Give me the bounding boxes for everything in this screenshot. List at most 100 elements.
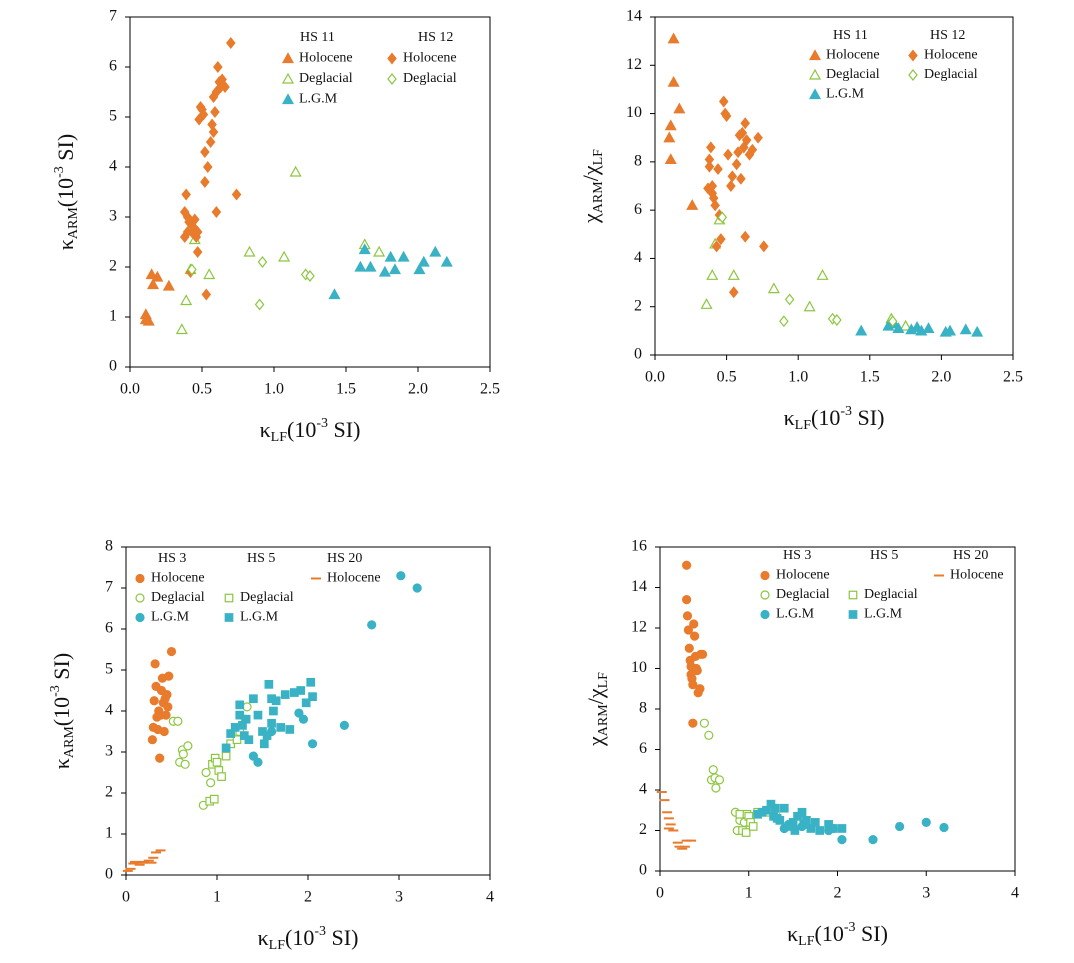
label-part: χ bbox=[583, 736, 608, 747]
axis-label: κLF(10-3 SI) bbox=[787, 920, 888, 949]
marker bbox=[803, 300, 816, 312]
legend-title: HS 3 bbox=[158, 551, 186, 566]
axis-label: κLF(10-3 SI) bbox=[258, 924, 359, 953]
y-tick-label: 14 bbox=[626, 8, 642, 25]
marker bbox=[183, 741, 193, 751]
marker bbox=[201, 288, 212, 301]
marker bbox=[717, 211, 728, 224]
marker bbox=[726, 180, 736, 192]
marker bbox=[728, 286, 739, 299]
x-tick-label: 2.5 bbox=[480, 381, 500, 398]
marker bbox=[217, 772, 226, 781]
marker bbox=[262, 731, 272, 740]
marker bbox=[243, 245, 256, 257]
x-tick-label: 2.0 bbox=[931, 369, 951, 386]
marker bbox=[259, 739, 269, 749]
marker bbox=[708, 765, 718, 775]
y-tick-label: 3 bbox=[109, 208, 117, 225]
legend-marker bbox=[908, 69, 918, 81]
marker bbox=[832, 314, 842, 326]
marker bbox=[367, 620, 377, 630]
y-tick-label: 4 bbox=[109, 158, 117, 175]
y-tick-label: 7 bbox=[109, 8, 117, 25]
marker bbox=[210, 106, 220, 118]
label-part: LF bbox=[795, 418, 812, 433]
marker bbox=[759, 240, 769, 253]
legend-title: HS 11 bbox=[300, 30, 335, 45]
marker bbox=[775, 816, 785, 825]
label-part: LF bbox=[269, 938, 286, 953]
marker bbox=[192, 246, 203, 258]
legend-label: L.G.M bbox=[299, 92, 338, 107]
y-tick-label: 0 bbox=[634, 346, 642, 363]
label-part: -3 bbox=[48, 685, 63, 697]
legend-marker bbox=[387, 52, 397, 65]
legend-label: Deglacial bbox=[864, 587, 918, 602]
y-tick-label: 8 bbox=[634, 153, 642, 170]
y-tick-label: 2 bbox=[109, 258, 117, 275]
x-tick-label: 0.0 bbox=[120, 381, 140, 398]
label-part: ARM bbox=[596, 704, 611, 736]
marker bbox=[271, 696, 281, 706]
label-part: SI) bbox=[852, 405, 884, 430]
marker bbox=[253, 710, 263, 720]
legend-label: Deglacial bbox=[826, 67, 880, 82]
marker bbox=[721, 110, 732, 122]
marker bbox=[663, 131, 676, 143]
marker bbox=[145, 268, 158, 280]
marker bbox=[699, 718, 709, 728]
marker bbox=[810, 818, 820, 827]
x-tick-label: 1.0 bbox=[264, 381, 284, 398]
label-part: κ bbox=[49, 758, 74, 769]
legend-marker bbox=[848, 590, 858, 600]
marker bbox=[257, 256, 268, 268]
label-part: -3 bbox=[844, 920, 856, 935]
marker bbox=[731, 158, 742, 171]
marker bbox=[892, 322, 905, 334]
marker bbox=[753, 131, 763, 144]
marker bbox=[704, 730, 714, 740]
marker bbox=[155, 753, 165, 763]
marker bbox=[220, 81, 230, 93]
marker bbox=[244, 735, 254, 745]
legend-marker bbox=[760, 570, 770, 581]
marker bbox=[378, 265, 391, 277]
legend-marker bbox=[808, 49, 822, 61]
legend-label: Deglacial bbox=[403, 71, 457, 86]
marker bbox=[735, 809, 745, 819]
marker bbox=[741, 134, 752, 147]
y-tick-label: 5 bbox=[105, 661, 113, 678]
marker bbox=[748, 822, 758, 831]
marker bbox=[837, 824, 847, 833]
legend-marker bbox=[224, 593, 234, 603]
marker bbox=[180, 759, 190, 769]
x-tick-label: 3 bbox=[922, 885, 930, 902]
label-part: κ bbox=[787, 921, 798, 946]
marker bbox=[733, 146, 743, 159]
marker bbox=[682, 560, 692, 570]
label-part: (10 bbox=[49, 697, 74, 726]
marker bbox=[714, 775, 725, 785]
marker bbox=[815, 826, 825, 835]
label-part: SI) bbox=[49, 653, 74, 685]
marker bbox=[242, 702, 252, 712]
marker bbox=[269, 706, 278, 716]
legend-title: HS 12 bbox=[930, 28, 965, 43]
x-tick-label: 1.0 bbox=[788, 369, 808, 386]
marker bbox=[178, 749, 188, 759]
legend-marker bbox=[848, 610, 858, 619]
y-tick-label: 6 bbox=[109, 58, 117, 75]
marker bbox=[771, 803, 780, 813]
x-tick-label: 2 bbox=[834, 885, 842, 902]
marker bbox=[741, 828, 751, 837]
y-tick-label: 2 bbox=[634, 297, 642, 314]
marker bbox=[816, 269, 829, 280]
marker bbox=[248, 751, 258, 761]
marker bbox=[711, 240, 722, 253]
marker bbox=[706, 269, 719, 280]
label-part: LF bbox=[591, 149, 606, 166]
marker bbox=[205, 136, 216, 148]
marker bbox=[740, 117, 750, 130]
label-part: κ bbox=[784, 405, 795, 430]
